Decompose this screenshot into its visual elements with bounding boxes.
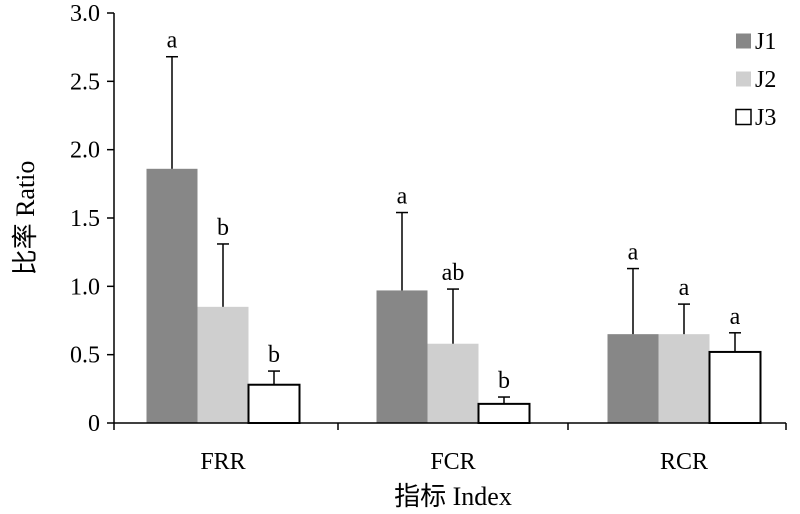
bar-j1-rcr <box>607 334 659 423</box>
y-axis-title: 比率 Ratio <box>11 161 40 276</box>
y-tick-label: 2.0 <box>70 138 100 164</box>
bar-j2-fcr <box>427 343 479 423</box>
error-bar-j1-rcr <box>627 267 639 335</box>
significance-label-j1-frr: a <box>167 28 178 54</box>
y-tick-label: 0 <box>88 411 100 437</box>
bar-j1-fcr <box>376 290 428 423</box>
significance-label-j3-fcr: b <box>498 368 510 394</box>
significance-label-j2-fcr: ab <box>442 260 465 286</box>
x-axis-title: 指标 Index <box>394 482 512 511</box>
bar-j2-rcr <box>658 334 710 423</box>
error-bar-j1-fcr <box>396 211 408 291</box>
legend-swatch-j2 <box>736 71 751 87</box>
y-tick-label: 2.5 <box>70 69 100 95</box>
error-bar-j3-rcr <box>729 332 741 352</box>
significance-label-j2-frr: b <box>217 215 229 241</box>
x-ticks-layer: FRR FCR RCR <box>113 423 787 475</box>
error-bar-j3-frr <box>268 370 280 385</box>
bar-j3-frr <box>247 383 301 425</box>
error-bar-j2-fcr <box>447 288 459 344</box>
legend: J1 J2 J3 <box>735 29 776 131</box>
error-bars-layer <box>166 55 741 404</box>
error-bar-j2-frr <box>217 243 229 307</box>
legend-item-j3: J3 <box>735 105 776 131</box>
y-tick-label: 1.0 <box>70 274 100 300</box>
legend-swatch-j1 <box>736 33 751 49</box>
error-bar-j2-rcr <box>678 303 690 335</box>
x-tick-label-rcr: RCR <box>660 449 708 475</box>
significance-label-j3-frr: b <box>268 342 280 368</box>
legend-label-j1: J1 <box>755 29 776 55</box>
significance-label-j2-rcr: a <box>679 275 690 301</box>
x-tick-label-frr: FRR <box>200 449 245 475</box>
legend-item-j1: J1 <box>736 29 776 55</box>
legend-label-j3: J3 <box>755 105 776 131</box>
y-tick-label: 1.5 <box>70 206 100 232</box>
bar-j3-rcr <box>708 350 762 424</box>
error-bar-j3-fcr <box>498 396 510 404</box>
bar-j3-fcr <box>477 402 531 425</box>
legend-swatch-j3 <box>735 108 752 126</box>
y-ticks-layer: 0 0.5 1.0 1.5 2.0 2.5 3.0 <box>70 1 114 437</box>
legend-label-j2: J2 <box>755 67 776 93</box>
x-tick-label-fcr: FCR <box>430 449 475 475</box>
y-tick-label: 0.5 <box>70 343 100 369</box>
significance-label-j1-rcr: a <box>628 240 639 266</box>
legend-item-j2: J2 <box>736 67 776 93</box>
significance-label-j3-rcr: a <box>730 304 741 330</box>
error-bar-j1-frr <box>166 55 178 169</box>
bar-j2-frr <box>197 306 249 423</box>
significance-label-j1-fcr: a <box>397 184 408 210</box>
bars-layer <box>146 168 762 425</box>
bar-j1-frr <box>146 168 198 423</box>
y-tick-label: 3.0 <box>70 1 100 27</box>
